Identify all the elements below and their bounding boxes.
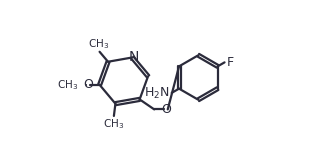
- Text: F: F: [227, 55, 234, 69]
- Text: CH$_3$: CH$_3$: [103, 117, 125, 131]
- Text: H$_2$N: H$_2$N: [144, 86, 170, 101]
- Text: O: O: [83, 78, 93, 91]
- Text: CH$_3$: CH$_3$: [57, 78, 78, 92]
- Text: CH$_3$: CH$_3$: [88, 37, 110, 51]
- Text: N: N: [129, 50, 140, 64]
- Text: O: O: [161, 103, 171, 116]
